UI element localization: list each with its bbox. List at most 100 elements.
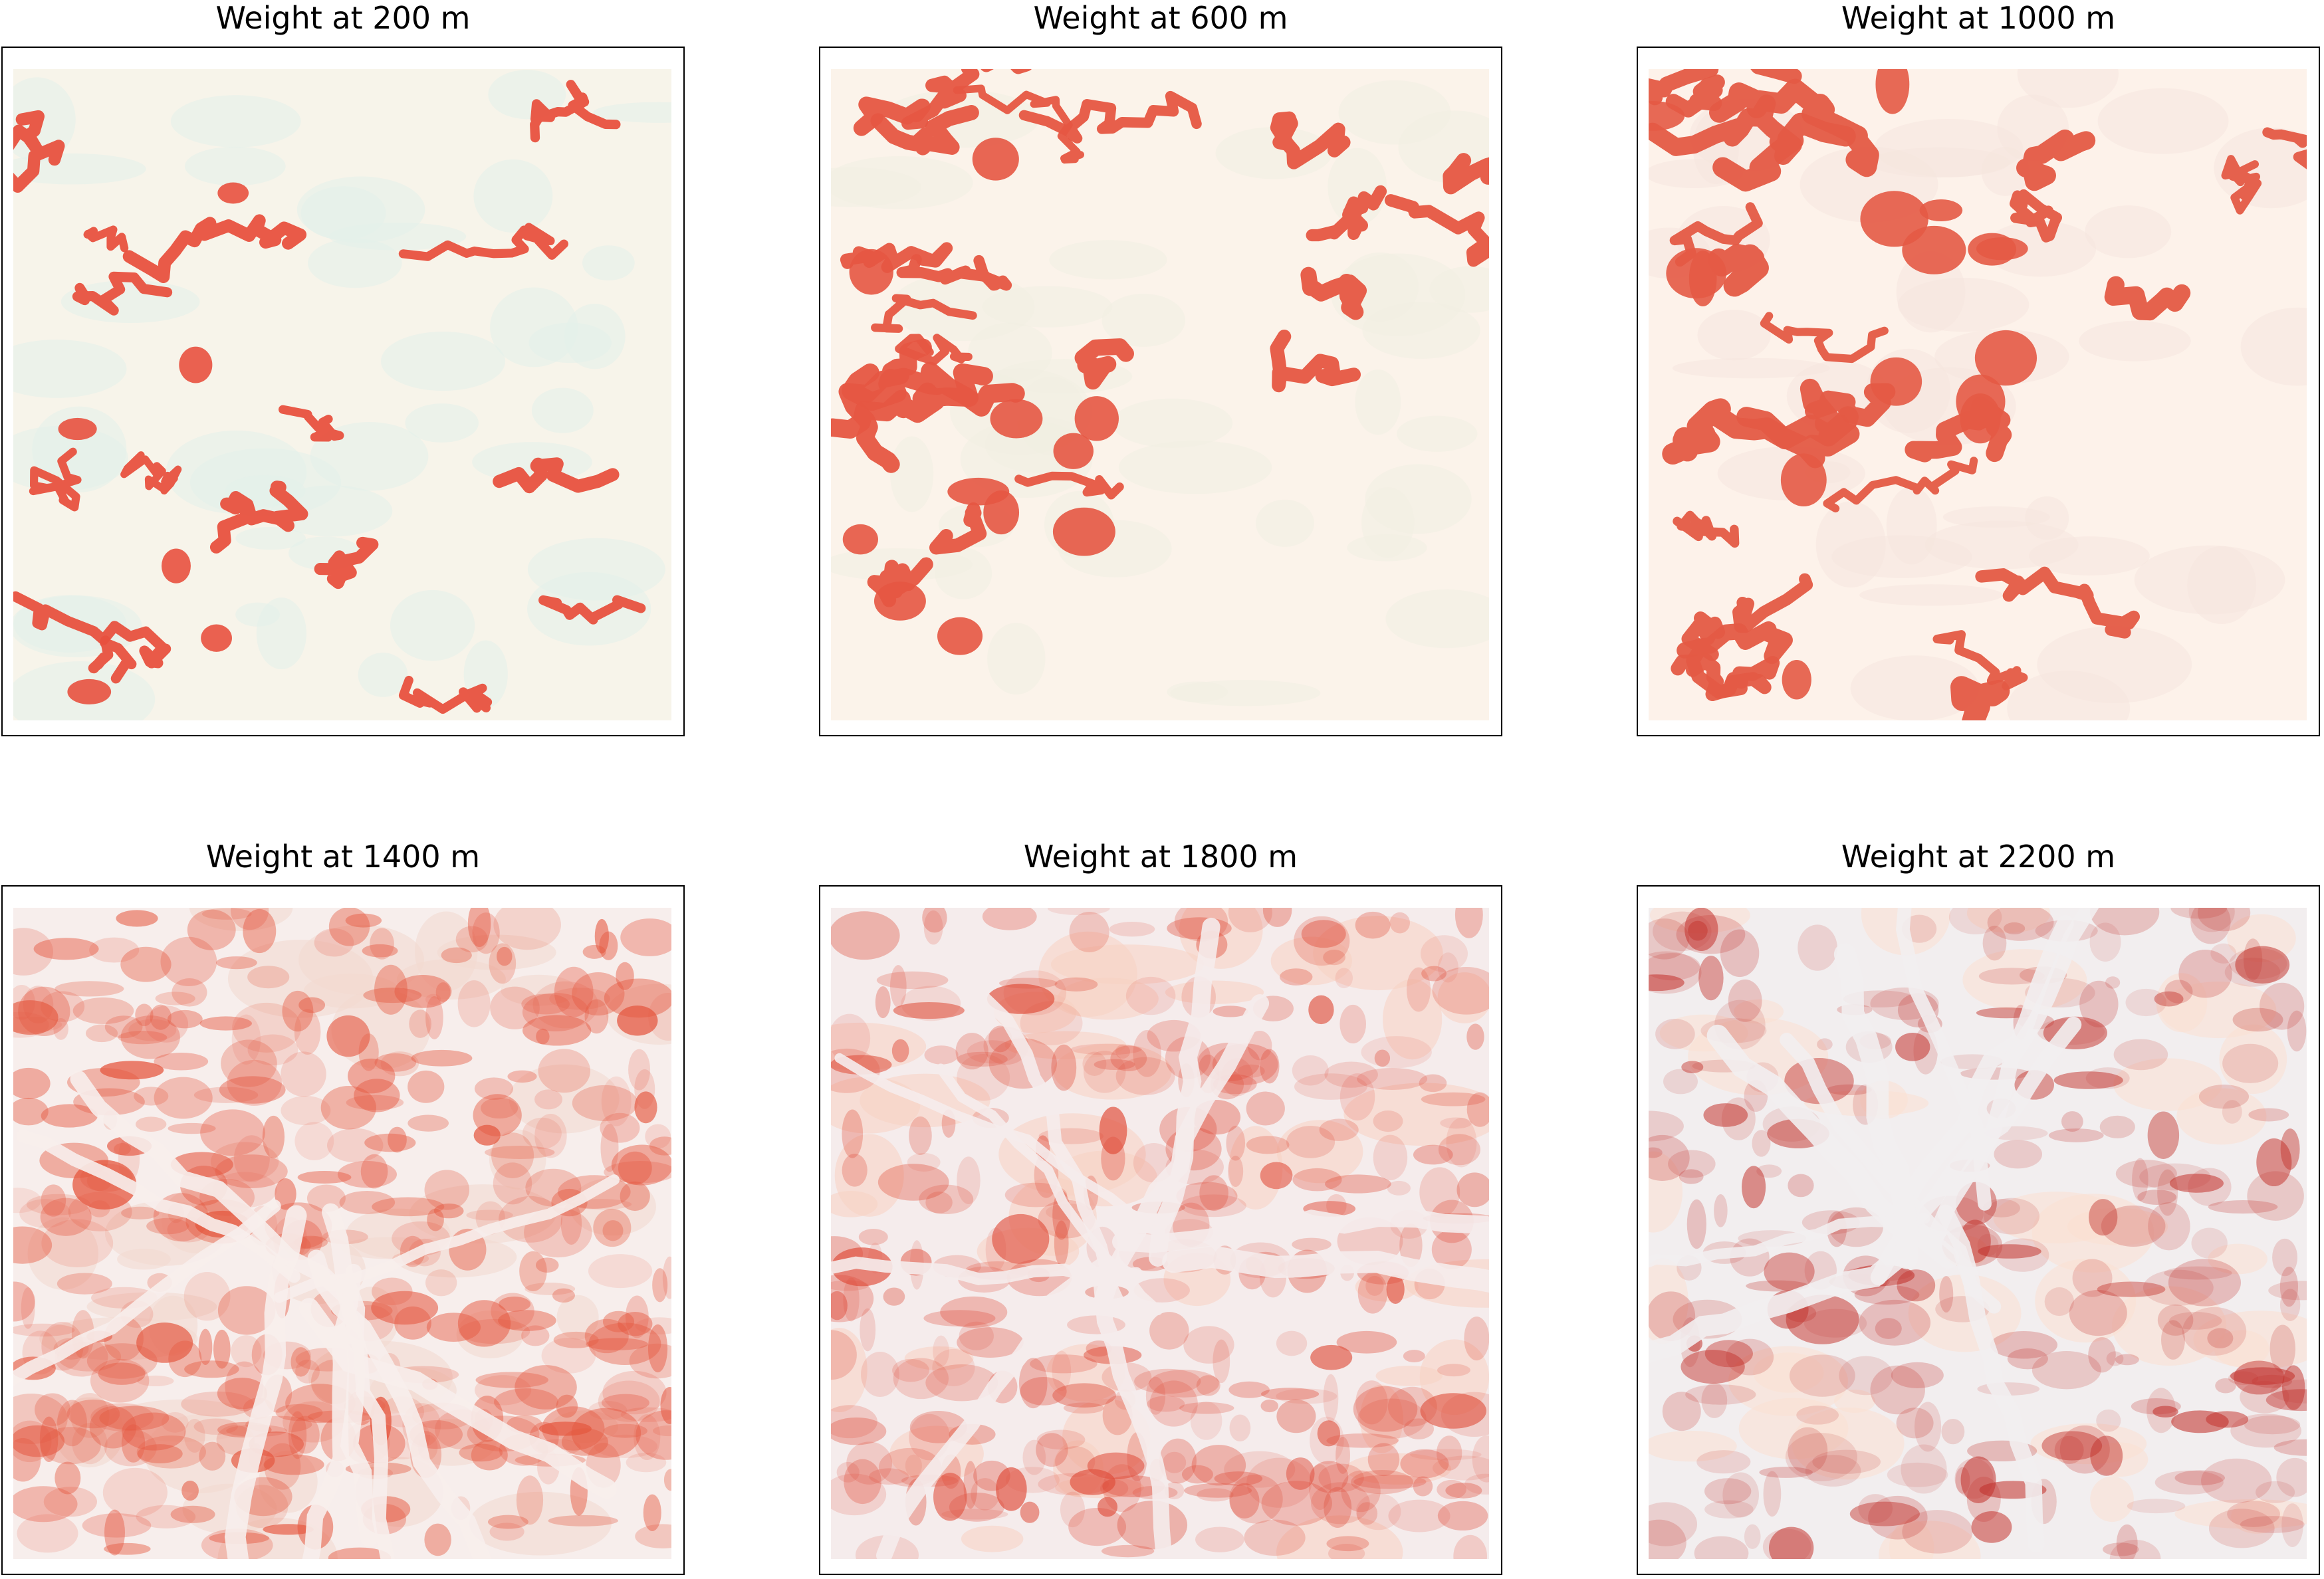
terrain-patch [54,1397,124,1468]
terrain-patch [1057,978,1159,1020]
weight-blob [1456,1172,1489,1208]
valley-line [1895,908,1992,1211]
terrain-patch [2208,1243,2267,1275]
terrain-patch [406,1419,497,1466]
weight-blob [2044,1287,2074,1316]
weight-blob [281,1051,326,1097]
weight-blob [1087,1452,1145,1479]
weight-blob [2247,1171,2304,1221]
weight-blob [831,1473,887,1516]
weight-blob [905,1454,922,1477]
panel-title: Weight at 1800 m [1023,839,1298,875]
weight-blob [2147,1111,2180,1159]
weight-blob [1229,1483,1260,1519]
weight-blob [1419,1167,1460,1218]
weight-blob [861,1351,899,1397]
weight-blob [1987,908,2054,941]
weight-blob [364,1133,416,1152]
weight-blob [603,1423,647,1438]
weight-blob [72,1423,108,1465]
weight-blob [1768,1526,1814,1559]
weight-blob [1704,1500,1754,1519]
weight-blob [1286,1126,1336,1158]
weight-blob [1389,912,1410,934]
weight-blob [628,1049,651,1091]
weight-blob [57,1273,112,1295]
terrain-patch [509,1064,620,1134]
weight-blob [1102,1475,1165,1497]
weight-blob [645,1124,671,1149]
weight-blob [2243,938,2263,981]
weight-blob [1262,908,1292,927]
weight-blob [2178,950,2232,998]
weight-blob [13,1188,42,1213]
weight-blob [104,1429,157,1467]
weight-blob [1247,1030,1272,1061]
weight-blob [1326,1433,1399,1448]
weight-channel [1712,112,1856,192]
weight-blob [1047,908,1110,915]
weight-blob [2222,1100,2242,1124]
weight-blob [247,1034,298,1066]
weight-blob [909,1414,950,1461]
terrain-patch [1046,1344,1125,1402]
weight-blob [909,1116,932,1155]
weight-blob [13,928,54,976]
weight-channel [13,591,172,669]
weight-blob [554,966,594,1017]
weight-blob [1974,330,2037,386]
weight-blob [893,1001,965,1019]
weight-blob [2154,991,2184,1007]
weight-channel [1074,338,1134,390]
weight-blob [1649,974,1685,992]
weight-blob [877,1164,949,1201]
weight-blob [146,1217,189,1235]
weight-blob [1339,1004,1367,1044]
weight-blob [892,1358,929,1382]
terrain-patch [13,340,127,398]
weight-blob [932,1348,975,1386]
terrain-patch [2030,1423,2147,1465]
weight-blob [883,1287,905,1306]
terrain-patch [1355,369,1401,435]
weight-blob [1020,1501,1040,1523]
terrain-patch [593,102,671,123]
weight-blob [294,1235,328,1249]
weight-blob [225,1361,264,1412]
weight-blob [121,1206,160,1219]
weight-blob [1780,453,1827,507]
valley-line [1649,1247,1909,1364]
weight-blob [467,908,491,948]
weight-blob [1782,660,1811,700]
weight-blob [348,1058,396,1094]
weight-blob [1292,1168,1342,1192]
weight-blob [982,908,1037,930]
weight-blob [13,1097,49,1126]
weight-blob [154,1052,209,1071]
terrain-patch [501,974,578,1006]
terrain-patch [1313,916,1443,991]
weight-channel [120,451,182,495]
weight-blob [86,1343,158,1379]
weight-blob [370,928,394,960]
weight-blob [959,1321,994,1350]
panel-title: Weight at 200 m [215,0,471,36]
weight-blob [1756,1164,1782,1178]
weight-blob [230,908,269,930]
terrain-patch [437,934,556,970]
weight-blob [2272,1238,2298,1277]
weight-blob [907,1152,941,1172]
weight-blob [473,1094,522,1136]
terrain-patch [2214,1330,2269,1368]
weight-blob [493,908,561,950]
weight-blob [1860,191,1928,247]
weight-blob [1685,908,1718,951]
weight-blob [1685,1384,1756,1405]
weight-blob [1109,922,1155,937]
weight-blob [243,908,277,954]
weight-blob [104,1542,151,1555]
weight-blob [553,1331,599,1348]
weight-blob [354,1079,400,1112]
weight-blob [604,1161,671,1184]
weight-blob [663,1469,671,1491]
